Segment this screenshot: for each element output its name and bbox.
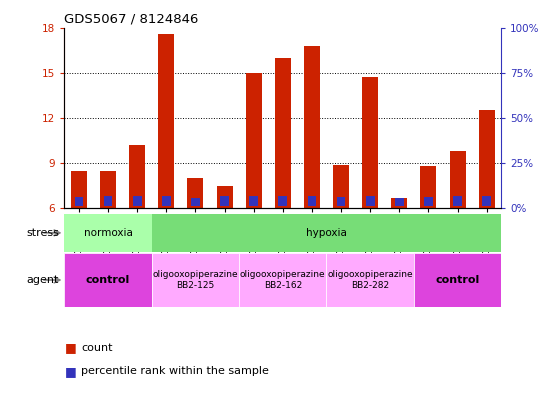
Text: stress: stress [26, 228, 59, 238]
Bar [239, 253, 326, 307]
Text: percentile rank within the sample: percentile rank within the sample [81, 366, 269, 376]
Bar [129, 145, 145, 208]
Bar [188, 178, 203, 208]
Bar [71, 171, 87, 208]
Text: count: count [81, 343, 113, 353]
Bar [479, 110, 494, 208]
Bar [424, 197, 433, 206]
Bar [220, 196, 229, 206]
Bar [414, 253, 501, 307]
Bar [278, 196, 287, 206]
Text: ■: ■ [64, 341, 76, 354]
Text: agent: agent [26, 275, 59, 285]
Text: oligooxopiperazine
BB2-125: oligooxopiperazine BB2-125 [153, 270, 238, 290]
Bar [152, 253, 239, 307]
Text: ■: ■ [64, 365, 76, 378]
Bar [64, 253, 152, 307]
Bar [450, 151, 465, 208]
Bar [395, 198, 404, 206]
Bar [304, 46, 320, 208]
Bar [249, 196, 258, 206]
Bar [333, 165, 349, 208]
Bar [482, 196, 491, 206]
Bar [64, 214, 152, 252]
Text: GDS5067 / 8124846: GDS5067 / 8124846 [64, 13, 199, 26]
Bar [275, 58, 291, 208]
Bar [158, 33, 174, 208]
Bar [326, 253, 414, 307]
Text: oligooxopiperazine
BB2-282: oligooxopiperazine BB2-282 [328, 270, 413, 290]
Bar [453, 196, 462, 206]
Bar [162, 196, 171, 206]
Text: control: control [86, 275, 130, 285]
Bar [100, 171, 116, 208]
Text: hypoxia: hypoxia [306, 228, 347, 238]
Bar [307, 196, 316, 206]
Bar [133, 196, 142, 206]
Bar [421, 166, 436, 208]
Bar [337, 197, 346, 206]
Text: normoxia: normoxia [83, 228, 133, 238]
Bar [74, 197, 83, 206]
Bar [246, 73, 262, 208]
Bar [191, 198, 200, 206]
Text: control: control [435, 275, 480, 285]
Bar [366, 196, 375, 206]
Bar [391, 198, 407, 208]
Bar [362, 77, 378, 208]
Bar [104, 196, 113, 206]
Bar [217, 185, 232, 208]
Text: oligooxopiperazine
BB2-162: oligooxopiperazine BB2-162 [240, 270, 325, 290]
